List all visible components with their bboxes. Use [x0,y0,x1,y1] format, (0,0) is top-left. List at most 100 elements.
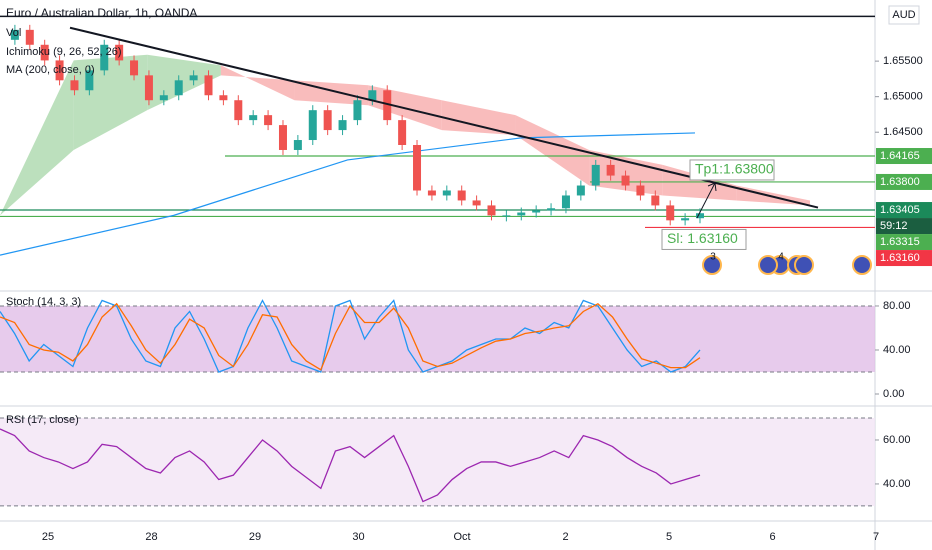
candle [561,195,570,209]
candle [189,75,198,81]
annotation-box [661,228,747,250]
indicator-line [0,302,701,371]
candle [457,190,466,201]
candle [576,185,585,196]
candle [115,44,124,61]
annotation-box [689,159,775,181]
currency-badge[interactable] [888,5,920,25]
candle [70,80,79,91]
event-marker[interactable] [794,255,814,275]
event-count: 3 [710,252,716,263]
ichimoku-cloud [515,115,590,186]
candle [278,125,287,150]
candle [606,164,615,176]
candle [681,218,690,221]
candle [651,195,660,206]
candle [264,115,273,126]
moving-average [0,132,696,256]
x-tick-label: 5 [666,531,672,543]
candle [442,190,451,196]
annotation-text: Sl: 1.63160 [667,230,738,246]
x-tick-label: 2 [562,531,568,543]
y-tick-label: 60.00 [883,434,911,446]
candle [636,185,645,196]
price-label-text: 1.63160 [880,252,920,264]
x-tick-label: 30 [352,531,364,543]
price-label-text: 1.63800 [880,176,920,188]
y-tick-label: 40.00 [883,344,911,356]
candle [159,95,168,101]
candle [353,100,362,121]
candle [547,208,556,211]
price-label-text: 1.64165 [880,150,920,162]
price-label [876,148,932,165]
ichimoku-cloud [0,60,74,216]
target-arrow [696,181,717,219]
candle [368,90,377,101]
indicator-line [0,299,701,373]
event-marker[interactable] [758,255,778,275]
indicator-label: Ichimoku (9, 26, 52, 26) [6,46,122,58]
indicator-label: Vol [6,27,21,39]
x-tick-label: 6 [769,531,775,543]
candle [517,212,526,216]
y-tick-label: 40.00 [883,478,911,490]
x-tick-label: 25 [42,531,54,543]
y-tick-label: 1.65500 [883,55,923,67]
candle [472,200,481,206]
price-label [876,234,932,251]
countdown-box [876,218,932,235]
price-label-text: 1.63315 [880,236,920,248]
candle [85,70,94,91]
panel-title: RSI (17, close) [6,414,79,426]
candle [293,140,302,150]
candle [398,120,407,145]
band [0,417,875,506]
x-tick-label: 29 [249,531,261,543]
indicator-label: MA (200, close, 0) [6,64,95,76]
symbol-title: Euro / Australian Dollar, 1h, OANDA [6,6,197,20]
candle [100,44,109,71]
candle [249,115,258,121]
y-tick-label: 0.00 [883,388,904,400]
candle [666,205,675,221]
countdown: 59:12 [880,220,908,232]
candle [502,215,511,217]
y-tick-label: 80.00 [883,300,911,312]
candle [55,60,64,81]
x-tick-label: 28 [145,531,157,543]
candle [130,60,139,76]
candle [413,145,422,191]
panel-title: Stoch (14, 3, 3) [6,296,81,308]
candle [487,205,496,216]
x-tick-label: 7 [873,531,879,543]
indicator-line [0,428,701,503]
x-tick-label: Oct [453,531,470,543]
candle [621,175,630,186]
candle [323,110,332,131]
y-tick-label: 1.65000 [883,91,923,103]
event-marker[interactable] [852,255,872,275]
candle [338,120,347,131]
event-count: 4 [778,252,784,263]
candle [204,75,213,96]
y-tick-label: 1.64500 [883,126,923,138]
price-label [876,202,932,219]
candle [174,80,183,96]
candle [591,164,600,186]
ichimoku-cloud [220,65,295,101]
event-marker[interactable] [702,255,722,275]
candle [40,44,49,61]
price-label [876,173,932,190]
candle [10,29,19,40]
price-label [876,250,932,267]
candle [308,110,317,141]
candle [427,190,436,196]
price-label-text: 1.63405 [880,204,920,216]
ichimoku-cloud [441,100,516,136]
currency: AUD [892,9,915,21]
candle [234,100,243,121]
candle [532,210,541,213]
candle [696,213,704,219]
